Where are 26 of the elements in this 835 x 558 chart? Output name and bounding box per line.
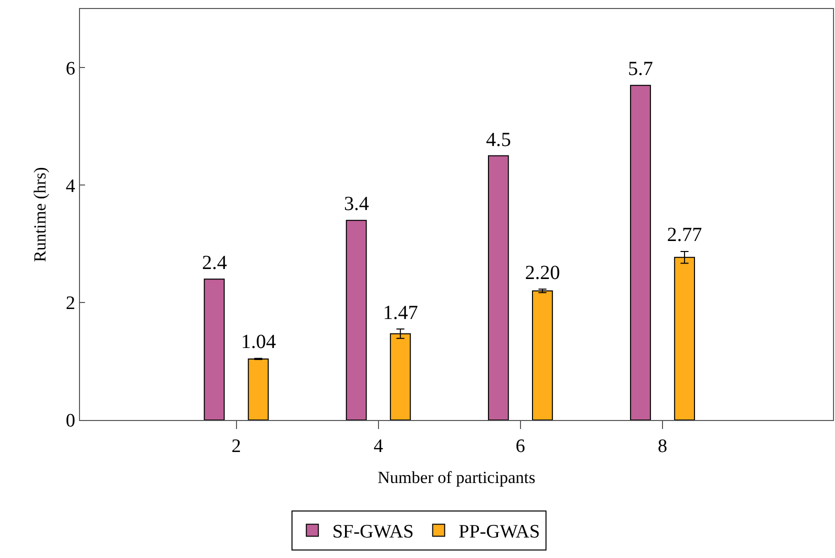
y-tick-label: 4 [66,176,76,197]
bar [204,278,225,420]
bar [532,290,553,420]
data-label: 3.4 [344,193,369,215]
x-tick-label: 8 [658,436,668,457]
bar [630,84,651,420]
x-tick-label: 6 [516,436,526,457]
data-label: 4.5 [486,129,511,151]
bar [346,220,367,420]
data-label: 2.77 [667,224,702,246]
y-tick-label: 6 [66,58,76,80]
x-tick-label: 4 [374,436,384,457]
bar [248,358,269,420]
x-tick-label: 2 [232,436,242,457]
x-axis-title: Number of participants [378,468,536,488]
y-tick-label: 0 [66,410,76,432]
bar [488,155,509,420]
data-label: 1.04 [241,331,276,353]
y-tick-label: 2 [66,293,76,314]
legend-label: SF-GWAS [332,522,414,543]
data-label: 1.47 [383,302,418,324]
data-label: 2.20 [525,262,560,284]
legend-label: PP-GWAS [458,522,540,543]
data-label: 5.7 [628,58,653,80]
data-label: 2.4 [202,252,227,274]
y-axis-title: Runtime (hrs) [30,167,50,262]
